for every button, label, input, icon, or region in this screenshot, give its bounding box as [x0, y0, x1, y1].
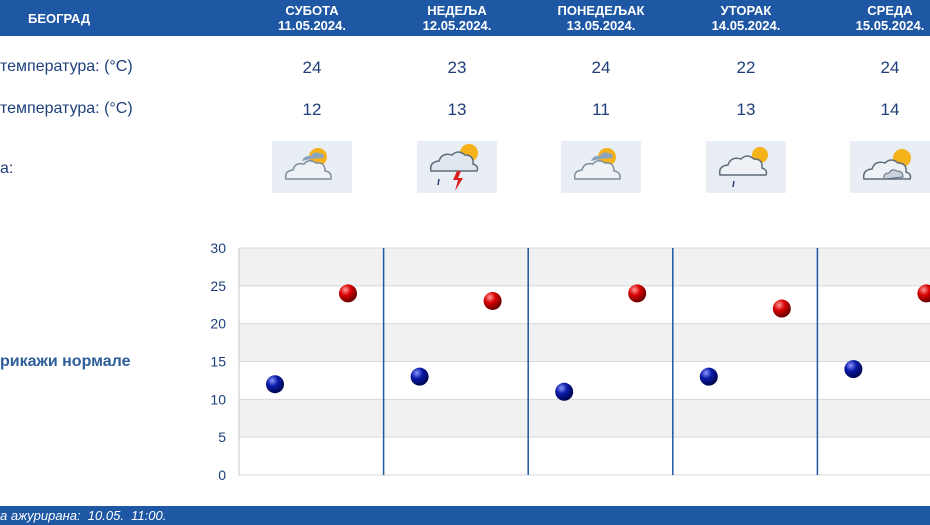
y-tick-label: 10 [210, 391, 226, 407]
min-temp-value: 13 [736, 100, 756, 119]
max-temp-value: 23 [447, 58, 467, 77]
temperature-chart: 0 5 10 15 20 25 30 [210, 240, 930, 483]
min-temp-point [699, 367, 718, 386]
max-temp-value: 24 [591, 58, 611, 77]
max-temp-value: 24 [302, 58, 322, 77]
day-date: 12.05.2024. [422, 18, 492, 33]
day-name: УТОРАК [720, 3, 772, 18]
day-header-4: УТОРАК 14.05.2024. [676, 3, 816, 33]
mostly-cloudy-icon [850, 141, 930, 193]
day-name: НЕДЕЉА [427, 3, 487, 18]
min-temp-point [555, 382, 574, 401]
day-name: СУБОТА [285, 3, 339, 18]
y-tick-label: 25 [210, 278, 226, 294]
y-tick-label: 5 [218, 429, 226, 445]
city-name: БЕОГРАД [28, 11, 91, 26]
min-temp-value: 13 [447, 100, 467, 119]
max-temp-point [483, 291, 502, 310]
show-normals-link[interactable]: рикажи нормале [0, 353, 131, 370]
day-header-5: СРЕДА 15.05.2024. [820, 3, 930, 33]
y-tick-label: 20 [210, 316, 226, 332]
footer-bar: а ажурирана: 10.05. 11:00. [0, 506, 930, 525]
chart-band [239, 437, 930, 475]
thunderstorm-rain-icon [417, 141, 497, 193]
chart-band [239, 361, 930, 400]
max-temp-value: 24 [880, 58, 900, 77]
day-date: 14.05.2024. [711, 18, 781, 33]
max-temp-point [628, 284, 647, 303]
y-tick-label: 0 [218, 467, 226, 483]
day-date: 11.05.2024. [278, 18, 346, 33]
min-temp-value: 11 [592, 100, 610, 119]
partly-cloudy-icon [272, 141, 352, 193]
y-tick-label: 15 [210, 354, 226, 370]
partly-cloudy-icon [561, 141, 641, 193]
update-time-text: а ажурирана: 10.05. 11:00. [0, 508, 167, 523]
weather-label: а: [0, 160, 14, 177]
max-temp-label: температура: (°C) [0, 58, 133, 75]
min-temp-value: 12 [302, 100, 322, 119]
min-temp-point [410, 367, 429, 386]
min-temp-point [844, 360, 863, 379]
forecast-header: БЕОГРАД СУБОТА 11.05.2024. НЕДЕЉА 12.05.… [0, 0, 930, 36]
max-temp-point [917, 284, 930, 303]
min-temp-label: температура: (°C) [0, 100, 133, 117]
cloudy-light-rain-icon [706, 141, 786, 193]
chart-band [239, 323, 930, 362]
day-date: 15.05.2024. [855, 18, 925, 33]
chart-band [239, 248, 930, 286]
chart-band [239, 399, 930, 438]
max-temp-point [772, 299, 791, 318]
day-header-1: СУБОТА 11.05.2024. [242, 3, 382, 33]
day-date: 13.05.2024. [566, 18, 636, 33]
max-temp-value: 22 [736, 58, 756, 77]
day-header-3: ПОНЕДЕЉАК 13.05.2024. [531, 3, 671, 33]
day-header-2: НЕДЕЉА 12.05.2024. [387, 3, 527, 33]
min-temp-point [266, 375, 284, 394]
max-temp-point [339, 284, 357, 303]
day-name: СРЕДА [867, 3, 913, 18]
min-temp-value: 14 [880, 100, 900, 119]
y-tick-label: 30 [210, 240, 226, 256]
day-name: ПОНЕДЕЉАК [557, 3, 645, 18]
